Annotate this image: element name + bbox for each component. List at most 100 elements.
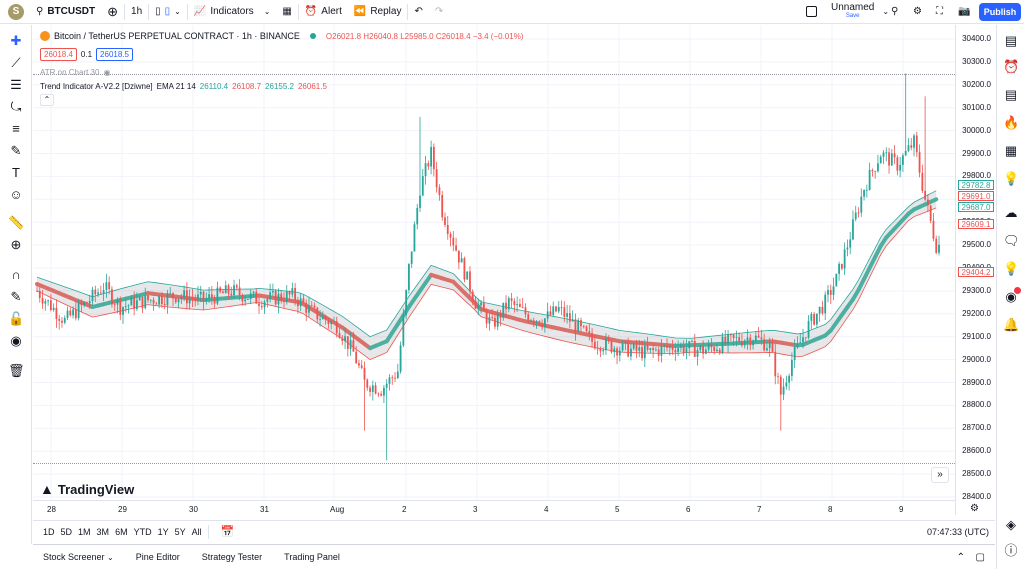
candle-body: [815, 313, 818, 325]
atr-indicator-label[interactable]: ATR on Chart 30: [40, 67, 100, 77]
magnet-icon[interactable]: ∩: [11, 267, 21, 282]
utc-clock[interactable]: 07:47:33 (UTC): [926, 526, 989, 537]
candle-body: [729, 334, 732, 336]
range-button[interactable]: 1M: [78, 526, 91, 537]
indicators-button[interactable]: 📈 Indicators ⌄: [188, 0, 277, 24]
range-button[interactable]: All: [191, 526, 202, 537]
time-axis[interactable]: 28 29 30 31 Aug 2 3 4 5 6 7 8 9: [33, 500, 955, 518]
chat-icon[interactable]: 🗨: [1003, 233, 1020, 248]
lock-drawings-icon[interactable]: ✎: [10, 289, 22, 304]
candle-body: [724, 336, 727, 344]
crosshair-icon[interactable]: ✚: [10, 33, 22, 48]
eye-icon[interactable]: ◉: [103, 67, 111, 77]
trash-icon[interactable]: 🗑: [8, 363, 25, 378]
collapse-panel-icon[interactable]: ⌃: [956, 551, 965, 563]
fullscreen-button[interactable]: ⛶: [930, 0, 949, 24]
symbol-search[interactable]: ⚲ BTCUSDT: [30, 0, 101, 24]
chat-cloud-icon[interactable]: ☁: [1004, 205, 1018, 220]
ideas-bulb-icon[interactable]: 💡: [1003, 171, 1020, 186]
help-icon[interactable]: ⓘ: [1004, 543, 1018, 558]
candle-body: [502, 302, 505, 318]
settings-button[interactable]: ⚙: [907, 0, 928, 24]
calendar-icon[interactable]: ▦: [1004, 143, 1018, 158]
candlestick-chart[interactable]: [33, 25, 955, 500]
chart-type-button[interactable]: ▯ ▯ ⌄: [149, 0, 187, 24]
alerts-clock-icon[interactable]: ⏰: [1003, 59, 1020, 74]
undo-button[interactable]: ↶: [408, 0, 428, 24]
candle-body: [652, 347, 655, 351]
pattern-icon[interactable]: ⤿: [10, 99, 22, 114]
candle-body: [366, 379, 369, 388]
candle-body: [593, 341, 596, 349]
range-button[interactable]: YTD: [133, 526, 152, 537]
candle-body: [441, 194, 444, 218]
candle-body: [857, 212, 860, 214]
zoom-in-icon[interactable]: ⊕: [10, 237, 22, 252]
redo-button[interactable]: ↷: [429, 0, 449, 24]
tab-pine-editor[interactable]: Pine Editor: [135, 552, 180, 562]
tradingview-logo[interactable]: ▲ TradingView: [40, 481, 134, 497]
tab-trading-panel[interactable]: Trading Panel: [284, 552, 340, 562]
candle-body: [535, 320, 538, 323]
data-window-icon[interactable]: ▤: [1004, 87, 1018, 102]
candle-body: [141, 296, 144, 309]
chart-pane[interactable]: [33, 25, 955, 515]
ruler-icon[interactable]: 📏: [8, 215, 25, 230]
notifications-bell-icon[interactable]: 🔔: [1003, 317, 1020, 332]
tab-stock-screener[interactable]: Stock Screener ⌄: [43, 552, 114, 562]
price-axis-label: 30000.0: [962, 125, 991, 135]
collapse-legend-button[interactable]: ⌃: [40, 94, 54, 106]
range-button[interactable]: 5Y: [174, 526, 186, 537]
candle-body: [210, 294, 213, 299]
prediction-icon[interactable]: ≡: [12, 121, 20, 136]
range-button[interactable]: 1Y: [157, 526, 169, 537]
interval-button[interactable]: 1h: [131, 6, 143, 17]
range-button[interactable]: 6M: [115, 526, 128, 537]
tips-bulb-icon[interactable]: 💡: [1003, 261, 1020, 276]
price-axis-label: 29900.0: [962, 148, 991, 158]
axis-settings-button[interactable]: ⚙: [970, 503, 979, 514]
symbol-label: BTCUSDT: [47, 6, 96, 17]
candle-body: [485, 311, 488, 324]
candle-body: [374, 385, 377, 394]
time-axis-label: 28: [47, 505, 56, 514]
replay-button[interactable]: ⏪ Replay: [348, 0, 408, 24]
lock-icon[interactable]: 🔓: [8, 311, 25, 326]
tab-strategy-tester[interactable]: Strategy Tester: [201, 552, 263, 562]
trend-line-icon[interactable]: ⟋: [11, 55, 21, 70]
eye-icon[interactable]: ◉: [10, 333, 22, 348]
range-button[interactable]: 1D: [43, 526, 55, 537]
time-axis-label: 30: [189, 505, 198, 514]
range-button[interactable]: 5D: [60, 526, 73, 537]
price-axis-label: 29100.0: [962, 331, 991, 341]
maximize-panel-icon[interactable]: ▢: [975, 551, 985, 563]
streams-icon[interactable]: ◉: [1003, 287, 1021, 305]
fib-retracement-icon[interactable]: ☰: [10, 77, 22, 92]
screenshot-button[interactable]: 📷: [952, 0, 976, 24]
watchlist-icon[interactable]: ▤: [1004, 33, 1018, 48]
trend-indicator-label[interactable]: Trend Indicator A-V2.2 [Dziwne]: [40, 81, 153, 91]
compare-button[interactable]: ⊕: [101, 0, 124, 24]
bitcoin-logo-icon: [40, 31, 50, 41]
alert-button[interactable]: ⏰ Alert: [299, 0, 348, 24]
candle-body: [305, 302, 308, 313]
text-icon[interactable]: T: [12, 165, 20, 180]
hotlists-fire-icon[interactable]: 🔥: [1003, 115, 1020, 130]
sell-price-button[interactable]: 26018.4: [40, 47, 77, 61]
candle-body: [530, 320, 532, 322]
candle-body: [136, 300, 138, 310]
goto-date-icon[interactable]: 📅: [220, 526, 235, 538]
price-axis[interactable]: 30400.0 30300.0 30200.0 30100.0 30000.0 29900…: [955, 25, 995, 515]
scroll-to-realtime-button[interactable]: »: [931, 467, 949, 483]
emoji-icon[interactable]: ☺: [9, 187, 23, 202]
buy-price-button[interactable]: 26018.5: [96, 47, 133, 61]
quick-search-button[interactable]: ⚲: [885, 0, 904, 24]
range-button[interactable]: 3M: [96, 526, 110, 537]
candle-body: [288, 291, 291, 295]
brush-icon[interactable]: ✎: [10, 143, 22, 158]
layout-menu[interactable]: Unnamed Save ⌄: [800, 0, 895, 24]
publish-button[interactable]: Publish: [979, 3, 1021, 21]
templates-button[interactable]: ▦: [276, 0, 297, 24]
layers-icon[interactable]: ◈: [1006, 517, 1016, 532]
user-avatar[interactable]: S: [8, 3, 24, 20]
